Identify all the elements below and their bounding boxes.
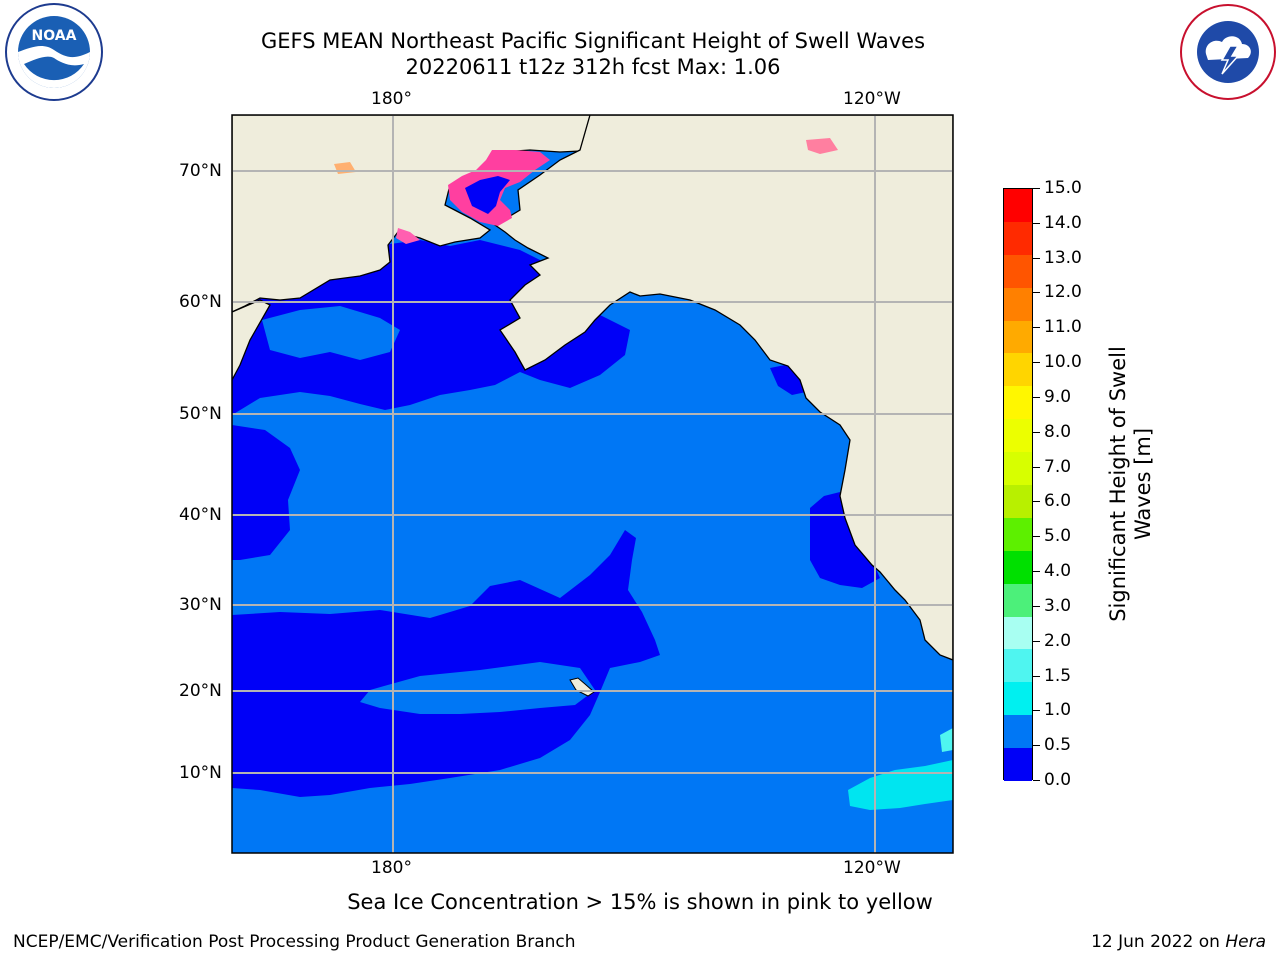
graticule: [232, 115, 953, 853]
low-swell-subtropics: [232, 530, 660, 797]
colorbar-segment: [1004, 682, 1032, 716]
colorbar-segment: [1004, 419, 1032, 453]
colorbar-tick: [1033, 780, 1040, 781]
colorbar-segment: [1004, 485, 1032, 519]
sea-ice-chukchi-inner: [465, 176, 510, 214]
colorbar-tick: [1033, 327, 1040, 329]
lat-label-30n: 30°N: [179, 595, 222, 615]
colorbar-tick: [1033, 640, 1040, 642]
colorbar-tick-label: 3.0: [1044, 595, 1072, 616]
colorbar-segment: [1004, 550, 1032, 585]
colorbar-tick-label: 7.0: [1044, 456, 1072, 477]
colorbar-tick-label: 1.5: [1044, 665, 1072, 686]
footer-credit: NCEP/EMC/Verification Post Processing Pr…: [13, 932, 576, 952]
colorbar-tick-label: 12.0: [1044, 282, 1082, 303]
figure-subtitle: 20220611 t12z 312h fcst Max: 1.06: [405, 55, 781, 79]
map-frame: [231, 114, 954, 854]
low-swell-alaska-coast: [770, 364, 806, 395]
colorbar-tick: [1033, 571, 1040, 573]
colorbar-tick-label: 15.0: [1044, 178, 1082, 198]
colorbar-tick: [1033, 362, 1040, 364]
colorbar-tick-label: 6.0: [1044, 491, 1072, 512]
colorbar-tick-label: 9.0: [1044, 386, 1072, 407]
sea-ice-note: Sea Ice Concentration > 15% is shown in …: [347, 890, 933, 914]
lon-label-bottom-180: 180°: [371, 858, 412, 878]
colorbar-segment: [1004, 287, 1032, 322]
colorbar-tick: [1033, 745, 1040, 747]
colorbar-tick-label: 1.0: [1044, 700, 1072, 721]
colorbar-segment: [1004, 386, 1032, 420]
colorbar-tick: [1033, 501, 1040, 503]
colorbar-tick-label: 2.0: [1044, 630, 1072, 651]
lon-label-top-120w: 120°W: [843, 89, 901, 109]
colorbar-tick-label: 5.0: [1044, 526, 1072, 547]
colorbar-tick: [1033, 222, 1040, 224]
mid-swell-band: [360, 662, 595, 714]
footer-date: 12 Jun 2022 on Hera: [1091, 932, 1266, 952]
lat-label-70n: 70°N: [179, 161, 222, 181]
lat-label-50n: 50°N: [179, 404, 222, 424]
colorbar-title-line1: Significant Height of Swell: [1106, 346, 1130, 622]
colorbar-tick: [1033, 188, 1040, 189]
colorbar-tick: [1033, 536, 1040, 538]
land-kamchatka: [232, 299, 271, 381]
sea-ice-east: [806, 138, 838, 154]
colorbar-tick: [1033, 675, 1040, 677]
colorbar-segment: [1004, 616, 1032, 650]
colorbar-tick: [1033, 466, 1040, 468]
colorbar-tick-label: 0.5: [1044, 735, 1072, 756]
colorbar-tick-label: 10.0: [1044, 352, 1082, 373]
colorbar-segment: [1004, 353, 1032, 387]
colorbar-segment: [1004, 221, 1032, 256]
colorbar-tick-label: 4.0: [1044, 561, 1072, 582]
lon-label-bottom-120w: 120°W: [843, 858, 901, 878]
colorbar-tick: [1033, 396, 1040, 398]
colorbar-tick: [1033, 605, 1040, 607]
colorbar-segment: [1004, 320, 1032, 354]
colorbar-segment: [1004, 189, 1032, 223]
colorbar-tick-label: 8.0: [1044, 421, 1072, 442]
colorbar: [1003, 188, 1033, 782]
high-swell-patch-edge: [940, 728, 953, 752]
colorbar-segment: [1004, 583, 1032, 618]
colorbar-segment: [1004, 452, 1032, 486]
lat-label-20n: 20°N: [179, 681, 222, 701]
colorbar-tick: [1033, 292, 1040, 294]
footer-date-text: 12 Jun 2022 on: [1091, 932, 1226, 952]
footer-machine: Hera: [1225, 932, 1266, 952]
colorbar-tick-label: 14.0: [1044, 212, 1082, 233]
mid-swell-bering-patch: [262, 306, 400, 360]
nws-logo-icon: [1180, 4, 1276, 100]
lat-label-60n: 60°N: [179, 292, 222, 312]
sea-ice-bering: [396, 228, 420, 244]
colorbar-segment: [1004, 517, 1032, 552]
colorbar-segment: [1004, 649, 1032, 683]
noaa-logo-text: NOAA: [32, 28, 77, 44]
colorbar-segment: [1004, 748, 1032, 782]
colorbar-title: Significant Height of Swell Waves [m]: [1106, 346, 1156, 622]
low-swell-west: [232, 425, 300, 560]
colorbar-segment: [1004, 715, 1032, 749]
colorbar-tick: [1033, 710, 1040, 712]
colorbar-title-line2: Waves [m]: [1131, 427, 1155, 541]
lat-label-40n: 40°N: [179, 505, 222, 525]
noaa-logo-icon: NOAA: [5, 3, 103, 101]
colorbar-tick-label: 0.0: [1044, 770, 1072, 790]
colorbar-tick-label: 11.0: [1044, 317, 1082, 338]
lon-label-top-180: 180°: [371, 89, 412, 109]
colorbar-segment: [1004, 254, 1032, 289]
lat-label-10n: 10°N: [179, 763, 222, 783]
colorbar-tick-label: 13.0: [1044, 247, 1082, 268]
colorbar-tick: [1033, 431, 1040, 433]
figure-title: GEFS MEAN Northeast Pacific Significant …: [260, 29, 926, 53]
colorbar-tick: [1033, 257, 1040, 259]
